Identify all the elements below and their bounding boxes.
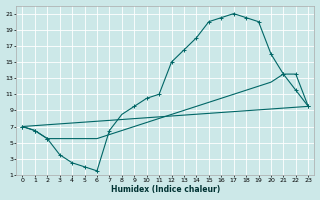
X-axis label: Humidex (Indice chaleur): Humidex (Indice chaleur): [111, 185, 220, 194]
